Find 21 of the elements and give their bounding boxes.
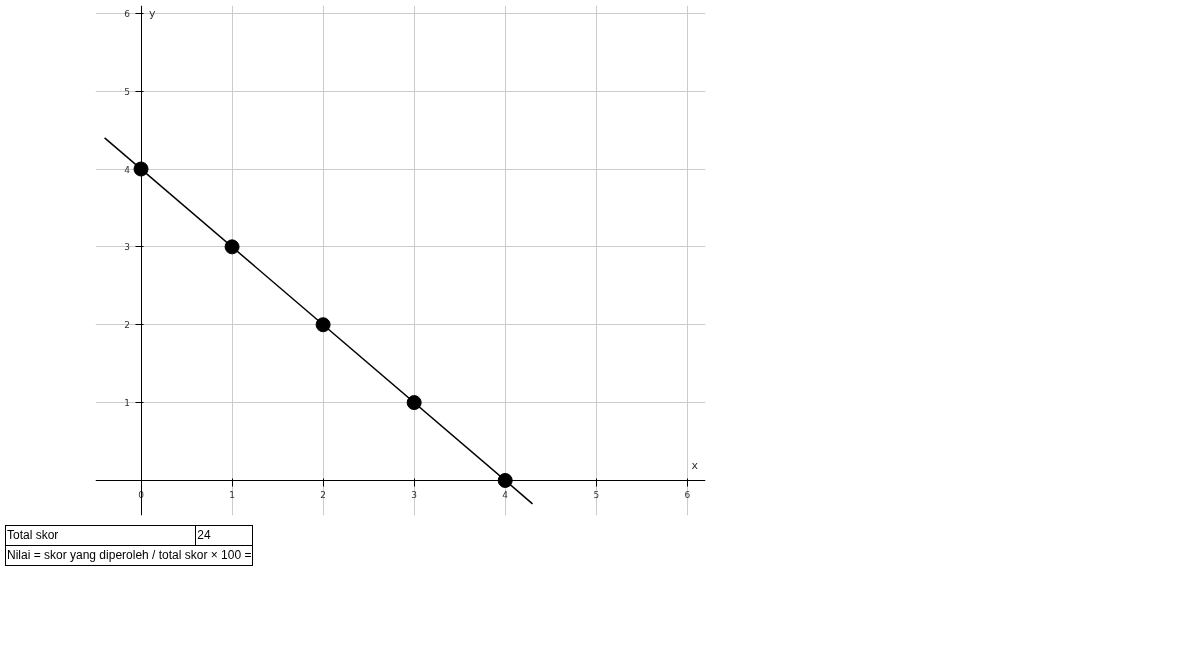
- x-tick-label: 6: [684, 490, 691, 501]
- y-tick-label: 1: [124, 398, 131, 409]
- point: [497, 472, 513, 488]
- x-axis-title: x: [691, 459, 699, 473]
- text: Nilai = skor yang diperoleh / total skor × 100 =: [5, 545, 253, 566]
- text: Total skor: [5, 525, 196, 546]
- point: [315, 317, 331, 333]
- x-tick-label: 5: [593, 490, 600, 501]
- point: [224, 239, 240, 255]
- x-tick-label: 1: [229, 490, 235, 501]
- y-tick-label: 2: [124, 320, 131, 331]
- y-axis-title: y: [149, 6, 157, 20]
- y-tick-label: 4: [124, 164, 131, 175]
- x-tick-label: 2: [320, 490, 326, 501]
- y-tick-label: 6: [124, 8, 131, 19]
- y-tick-label: 5: [124, 86, 131, 97]
- y-tick-label: 3: [124, 242, 131, 253]
- x-tick-label: 3: [411, 490, 418, 501]
- text: 24: [195, 525, 253, 546]
- x-tick-label: 4: [502, 490, 509, 501]
- point: [406, 395, 422, 411]
